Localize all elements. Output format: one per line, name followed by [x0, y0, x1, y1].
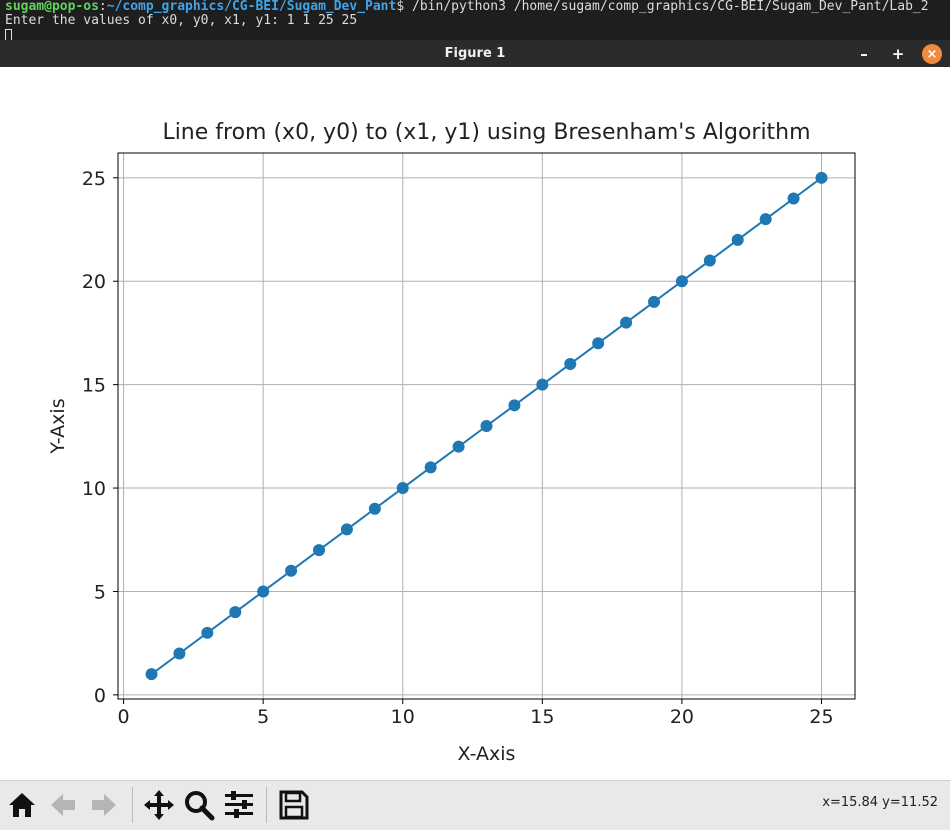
toolbar-separator: [132, 787, 133, 823]
navigation-toolbar: x=15.84 y=11.52: [0, 780, 950, 830]
save-button[interactable]: [275, 785, 313, 825]
data-point: [508, 399, 521, 412]
x-axis-label: X-Axis: [458, 743, 516, 765]
forward-arrow-icon: [92, 794, 116, 816]
data-point: [285, 564, 298, 577]
zoom-button[interactable]: [180, 785, 218, 825]
data-point: [564, 357, 577, 370]
data-point: [145, 668, 158, 681]
data-point: [648, 295, 660, 308]
terminal-user-host: sugam@pop-os: [5, 0, 99, 14]
terminal-output: sugam@pop-os:~/comp_graphics/CG-BEI/Suga…: [0, 0, 950, 40]
pan-button[interactable]: [140, 785, 178, 825]
x-tick-label: 15: [530, 706, 554, 728]
configure-subplots-icon: [225, 791, 253, 818]
data-point: [480, 420, 493, 432]
data-point: [396, 482, 409, 495]
x-tick-label: 0: [118, 706, 130, 728]
back-arrow-icon: [51, 794, 75, 816]
y-tick-label: 25: [82, 168, 106, 190]
data-point: [452, 440, 465, 453]
data-point: [703, 254, 716, 267]
data-point: [257, 585, 270, 598]
chart-title: Line from (x0, y0) to (x1, y1) using Bre…: [162, 120, 810, 145]
terminal-command: $ /bin/python3 /home/sugam/comp_graphics…: [396, 0, 929, 14]
y-tick-label: 5: [94, 581, 106, 603]
x-tick-label: 5: [257, 706, 269, 728]
terminal-colon: :: [98, 0, 107, 14]
data-point: [313, 544, 325, 557]
x-tick-label: 25: [809, 706, 833, 728]
minimize-button[interactable]: –: [860, 45, 868, 63]
maximize-button[interactable]: +: [891, 45, 905, 63]
home-button[interactable]: [3, 785, 41, 825]
data-point: [229, 606, 242, 619]
back-button[interactable]: [44, 785, 82, 825]
data-point: [340, 523, 353, 536]
x-tick-label: 10: [391, 706, 415, 728]
data-point: [787, 192, 800, 205]
data-point: [675, 275, 688, 288]
x-tick-label: 20: [670, 706, 694, 728]
home-icon: [9, 793, 35, 817]
y-axis-label: Y-Axis: [47, 398, 69, 454]
save-icon: [279, 790, 309, 820]
terminal-cursor: [5, 28, 12, 40]
window-title: Figure 1: [444, 46, 506, 61]
terminal-input-line: Enter the values of x0, y0, x1, y1: 1 1 …: [5, 13, 358, 28]
figure-canvas[interactable]: 0 5 10 15 20 25 0 5 10 15 20 25 Line from (x0, y0) t…: [0, 67, 950, 780]
data-point: [620, 316, 633, 329]
data-point: [424, 461, 437, 474]
cursor-coordinates: x=15.84 y=11.52: [822, 795, 938, 810]
y-tick-label: 20: [82, 271, 106, 293]
window-titlebar[interactable]: Figure 1 – + ×: [0, 40, 950, 67]
y-tick-label: 0: [94, 685, 106, 707]
toolbar-separator: [266, 787, 267, 823]
close-button[interactable]: ×: [922, 44, 942, 64]
data-point: [731, 233, 744, 246]
data-point: [368, 502, 381, 515]
pan-icon: [144, 790, 174, 820]
data-point: [173, 647, 186, 660]
data-point: [536, 378, 549, 391]
terminal-path: ~/comp_graphics/CG-BEI/Sugam_Dev_Pant: [106, 0, 397, 14]
y-tick-label: 10: [82, 478, 106, 500]
data-point: [201, 626, 214, 639]
forward-button[interactable]: [85, 785, 123, 825]
zoom-icon: [185, 791, 215, 821]
axes-frame: [117, 152, 856, 700]
line-chart: 0 5 10 15 20 25 0 5 10 15 20 25 Line from (x0, y0) t…: [47, 120, 856, 765]
y-tick-label: 15: [82, 375, 106, 397]
configure-subplots-button[interactable]: [220, 785, 258, 825]
data-point: [759, 213, 772, 226]
data-point: [815, 171, 828, 184]
data-point: [592, 337, 605, 350]
